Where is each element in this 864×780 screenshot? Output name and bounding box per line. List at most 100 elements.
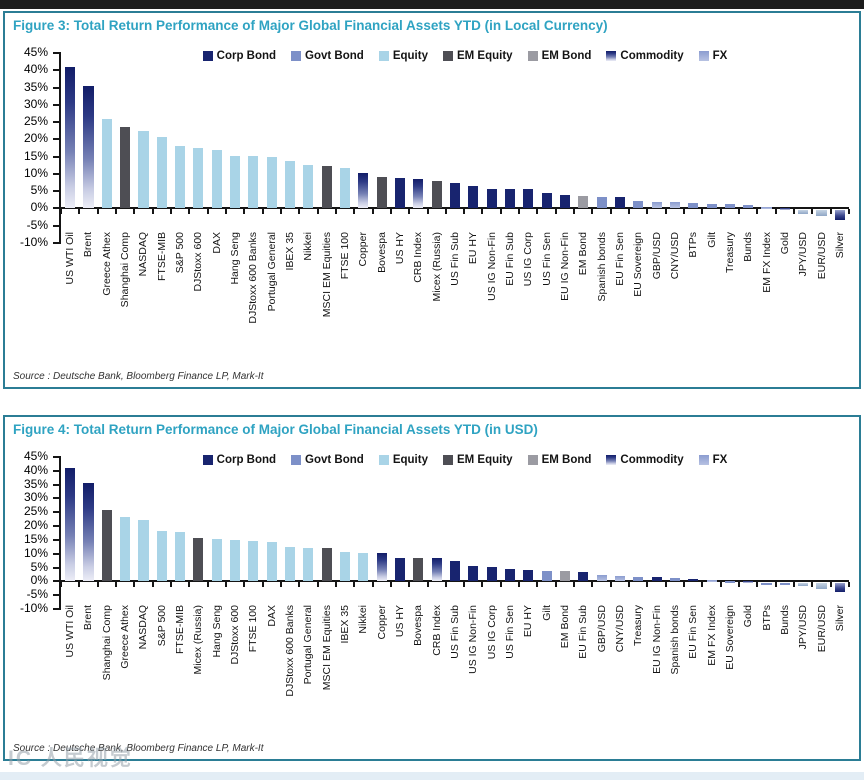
- x-axis-tick: [389, 582, 392, 588]
- x-axis-tick: [554, 582, 557, 588]
- x-axis-tick: [243, 209, 246, 215]
- x-axis-tick: [536, 209, 539, 215]
- bar-crb-index: [431, 558, 442, 582]
- x-axis-tick: [738, 209, 741, 215]
- x-axis-tick: [243, 582, 246, 588]
- x-axis-tick: [188, 582, 191, 588]
- y-axis-tick: [53, 172, 61, 175]
- legend-label: Equity: [392, 50, 428, 62]
- y-axis-label: 35%: [23, 476, 48, 491]
- x-axis-label: DAX: [210, 232, 223, 255]
- x-axis-label: EM Bond: [577, 232, 590, 276]
- x-axis-label: US IG Corp: [522, 232, 535, 287]
- bar-gbp-usd: [651, 201, 662, 209]
- x-axis-tick: [683, 582, 686, 588]
- bar-portugal-general: [303, 547, 314, 582]
- x-axis-label: DAX: [265, 605, 278, 627]
- bar-gilt: [706, 203, 717, 209]
- legend-label: Corp Bond: [216, 454, 277, 466]
- legend-item-cat-em-bond: EM Bond: [527, 50, 591, 62]
- x-axis-label: US HY: [394, 232, 407, 265]
- x-axis-tick: [261, 582, 264, 588]
- x-axis-label: MSCI EM Equities: [320, 605, 333, 691]
- legend-swatch-cat-equity: [378, 51, 389, 61]
- y-axis-label: 5%: [30, 559, 48, 574]
- bar-eu-sovereign: [633, 201, 644, 209]
- bar-dax: [266, 541, 277, 582]
- x-axis-tick: [518, 582, 521, 588]
- bar-gold: [743, 580, 754, 583]
- x-axis-label: US WTI Oil: [64, 605, 77, 658]
- x-axis-tick: [609, 582, 612, 588]
- x-axis-tick: [628, 209, 631, 215]
- figure-4-source: Source : Deutsche Bank, Bloomberg Financ…: [13, 743, 264, 754]
- legend-item-cat-equity: Equity: [378, 50, 428, 62]
- x-axis-tick: [114, 582, 117, 588]
- bar-ftse-100: [248, 541, 259, 582]
- figure-4-chart: 45% 40% 35% 30% 25% 20% 15% 10% 5% 0% -5% -10% US WT…: [5, 439, 859, 741]
- bar-eur-usd: [816, 210, 827, 216]
- x-axis-tick: [591, 209, 594, 215]
- x-axis-tick: [774, 209, 777, 215]
- legend-item-cat-fx: FX: [698, 50, 727, 62]
- x-axis-label: IBEX 35: [339, 605, 352, 644]
- figure-3-title: Figure 3: Total Return Performance of Ma…: [13, 18, 608, 33]
- legend-swatch-cat-em-bond: [527, 455, 538, 465]
- x-axis-tick: [664, 582, 667, 588]
- bar-cny-usd: [614, 575, 625, 582]
- bar-hang-seng: [211, 539, 222, 582]
- x-axis-tick: [463, 209, 466, 215]
- bar-crb-index: [413, 179, 424, 209]
- bar-gbp-usd: [596, 575, 607, 582]
- x-axis-tick: [811, 209, 814, 215]
- bar-copper: [376, 553, 387, 582]
- legend-item-cat-corp-bond: Corp Bond: [202, 454, 277, 466]
- x-axis-label: Bovespa: [375, 232, 388, 274]
- x-axis-tick: [756, 209, 759, 215]
- y-axis-label: -5%: [26, 587, 48, 602]
- legend-swatch-cat-fx: [698, 51, 709, 61]
- bar-eu-ig-non-fin: [651, 577, 662, 582]
- x-axis-tick: [279, 209, 282, 215]
- bar-micex-russia-: [193, 537, 204, 582]
- y-axis-label: 10%: [23, 165, 48, 180]
- legend-item-cat-fx: FX: [698, 454, 727, 466]
- x-axis-tick: [793, 209, 796, 215]
- x-axis-tick: [371, 209, 374, 215]
- bar-brent: [83, 85, 94, 209]
- y-axis-tick: [53, 594, 61, 597]
- bar-treasury: [633, 576, 644, 582]
- x-axis-tick: [371, 582, 374, 588]
- legend-swatch-cat-corp-bond: [202, 455, 213, 465]
- y-axis-tick: [53, 121, 61, 124]
- bar-shanghai-comp: [120, 127, 131, 209]
- y-axis-tick: [53, 608, 61, 610]
- x-axis-label: EM Bond: [558, 605, 571, 649]
- x-axis-tick: [96, 209, 99, 215]
- bar-silver: [834, 583, 845, 592]
- x-axis-label: EU Fin Sub: [503, 232, 516, 287]
- x-axis-tick: [499, 582, 502, 588]
- x-axis-label: EU Fin Sub: [577, 605, 590, 660]
- y-axis-label: 10%: [23, 545, 48, 560]
- bar-shanghai-comp: [101, 509, 112, 582]
- legend-swatch-cat-govt-bond: [291, 51, 302, 61]
- bar-jpy-usd: [798, 210, 809, 214]
- x-axis-label: Nikkei: [302, 232, 315, 262]
- x-axis-label: US IG Corp: [485, 605, 498, 660]
- x-axis-tick: [316, 582, 319, 588]
- bar-djstoxx-600: [193, 147, 204, 209]
- y-axis-tick: [53, 155, 61, 158]
- x-axis-tick: [426, 209, 429, 215]
- figure-4-panel: Figure 4: Total Return Performance of Ma…: [3, 415, 861, 761]
- x-axis-label: S&P 500: [174, 232, 187, 274]
- bar-eu-fin-sen: [688, 578, 699, 582]
- bar-ftse-mib: [156, 137, 167, 209]
- bar-us-fin-sen: [504, 568, 515, 582]
- x-axis-label: DJStoxx 600: [192, 232, 205, 292]
- x-axis-tick: [811, 582, 814, 588]
- bar-em-bond: [578, 196, 589, 209]
- legend-swatch-cat-govt-bond: [291, 455, 302, 465]
- x-axis-tick: [78, 209, 81, 215]
- x-axis-tick: [316, 209, 319, 215]
